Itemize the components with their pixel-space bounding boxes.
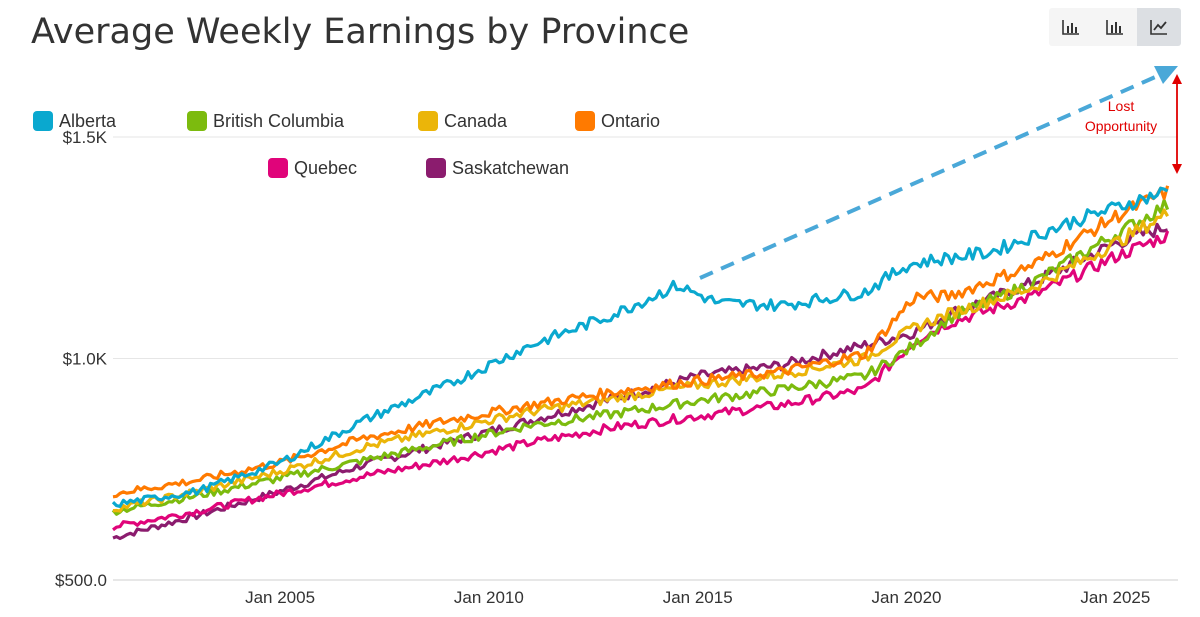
gridlines [113, 136, 1178, 581]
legend-swatch [268, 158, 288, 178]
x-tick-label: Jan 2015 [663, 588, 733, 607]
y-tick-label: $500.0 [55, 571, 107, 590]
gap-arrowhead-top [1172, 74, 1182, 84]
legend-item-british-columbia[interactable]: British Columbia [187, 111, 345, 131]
line-chart-button[interactable] [1137, 8, 1181, 46]
series-line-ontario [112, 185, 1170, 499]
legend-label: Saskatchewan [452, 158, 569, 178]
legend-swatch [426, 158, 446, 178]
x-tick-label: Jan 2020 [872, 588, 942, 607]
legend-item-canada[interactable]: Canada [418, 111, 508, 131]
stacked-bar-chart-icon [1106, 20, 1123, 35]
series-line-british-columbia [111, 198, 1170, 516]
legend-label: Canada [444, 111, 508, 131]
lost-opportunity-annotation: Lost Opportunity [699, 66, 1182, 280]
legend-item-quebec[interactable]: Quebec [268, 158, 357, 178]
legend-swatch [418, 111, 438, 131]
series-line-alberta [111, 186, 1169, 508]
x-axis-ticks: Jan 2005 Jan 2010 Jan 2015 Jan 2020 Jan 2025 [245, 588, 1150, 607]
legend-label: Ontario [601, 111, 660, 131]
annotation-label-line2: Opportunity [1085, 118, 1157, 134]
projection-arrow [699, 72, 1163, 280]
line-chart-icon [1150, 20, 1167, 35]
bar-chart-button[interactable] [1049, 8, 1093, 46]
legend-label: Alberta [59, 111, 117, 131]
series-lines [111, 185, 1170, 541]
gap-arrowhead-bottom [1172, 164, 1182, 174]
series-line-saskatchewan [112, 222, 1169, 541]
chart-type-toolbar [1049, 8, 1181, 46]
y-tick-label: $1.5K [63, 128, 108, 147]
legend-swatch [187, 111, 207, 131]
legend-label: Quebec [294, 158, 357, 178]
x-tick-label: Jan 2025 [1080, 588, 1150, 607]
x-tick-label: Jan 2010 [454, 588, 524, 607]
annotation-label-line1: Lost [1108, 98, 1135, 114]
legend: Alberta British Columbia Canada Ontario Queb… [33, 111, 660, 178]
y-axis-ticks: $500.0 $1.0K $1.5K [55, 128, 108, 590]
projection-arrowhead [1154, 66, 1178, 84]
legend-label: British Columbia [213, 111, 345, 131]
legend-swatch [33, 111, 53, 131]
stacked-bar-chart-button[interactable] [1093, 8, 1137, 46]
series-line-quebec [112, 230, 1170, 532]
legend-item-alberta[interactable]: Alberta [33, 111, 117, 131]
legend-item-ontario[interactable]: Ontario [575, 111, 660, 131]
bar-chart-icon [1062, 20, 1079, 35]
legend-item-saskatchewan[interactable]: Saskatchewan [426, 158, 569, 178]
x-tick-label: Jan 2005 [245, 588, 315, 607]
y-tick-label: $1.0K [63, 350, 108, 369]
legend-swatch [575, 111, 595, 131]
chart-title: Average Weekly Earnings by Province [31, 12, 690, 52]
series-line-canada [112, 208, 1169, 513]
